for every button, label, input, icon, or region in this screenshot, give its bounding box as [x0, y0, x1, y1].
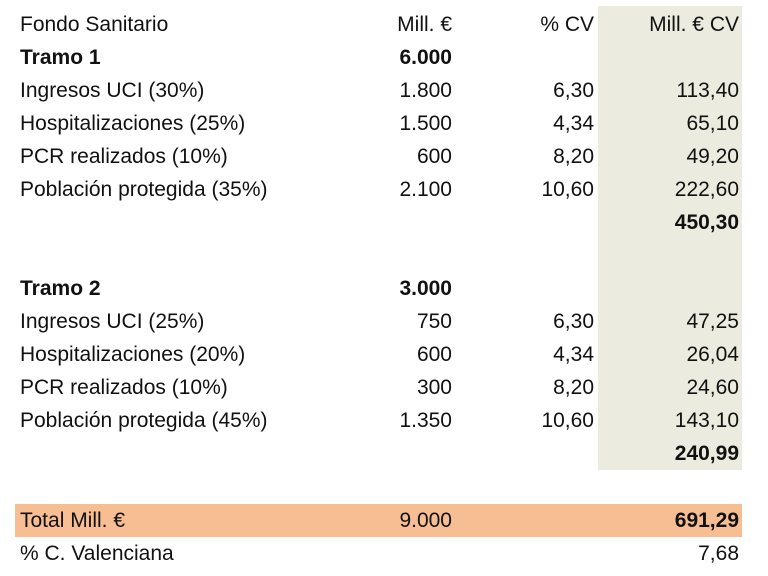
- row-mill-cv: 65,10: [686, 112, 739, 135]
- header-mill: Mill. €: [397, 13, 452, 36]
- tramo2-subtotal: 240,99: [674, 442, 739, 465]
- row-mill-cv: 49,20: [686, 145, 739, 168]
- row-label: Ingresos UCI (25%): [20, 310, 205, 333]
- table-row: Ingresos UCI (25%) 750 6,30 47,25: [0, 305, 768, 338]
- row-mill-cv: 143,10: [674, 409, 739, 432]
- table-row: Hospitalizaciones (20%) 600 4,34 26,04: [0, 338, 768, 371]
- row-mill: 300: [416, 376, 452, 399]
- row-pct-cv: 4,34: [553, 112, 594, 135]
- row-mill: 2.100: [399, 178, 452, 201]
- tramo1-subtotal: 450,30: [674, 211, 739, 234]
- row-mill: 1.800: [399, 79, 452, 102]
- tramo1-label: Tramo 1: [20, 46, 101, 69]
- row-mill: 1.350: [399, 409, 452, 432]
- header-mill-cv: Mill. € CV: [649, 13, 739, 36]
- tramo1-heading: Tramo 1 6.000: [0, 41, 768, 74]
- total-mill-cv: 691,29: [674, 509, 739, 532]
- row-mill: 1.500: [399, 112, 452, 135]
- row-label: PCR realizados (10%): [20, 376, 228, 399]
- row-pct-cv: 4,34: [553, 343, 594, 366]
- row-label: Población protegida (45%): [20, 409, 268, 432]
- row-pct-cv: 8,20: [553, 145, 594, 168]
- row-pct-cv: 8,20: [553, 376, 594, 399]
- row-pct-cv: 6,30: [553, 310, 594, 333]
- total-label: Total Mill. €: [20, 509, 126, 532]
- table-row: Ingresos UCI (30%) 1.800 6,30 113,40: [0, 74, 768, 107]
- tramo2-subtotal-row: 240,99: [0, 437, 768, 470]
- header-pct-cv: % CV: [540, 13, 594, 36]
- row-mill-cv: 222,60: [674, 178, 739, 201]
- pct-cv-row: % C. Valenciana 7,68: [0, 537, 768, 570]
- row-mill: 750: [416, 310, 452, 333]
- row-label: Ingresos UCI (30%): [20, 79, 205, 102]
- pct-cv-label: % C. Valenciana: [20, 542, 174, 565]
- row-mill-cv: 47,25: [686, 310, 739, 333]
- tramo1-subtotal-row: 450,30: [0, 206, 768, 239]
- total-row-highlight: [15, 504, 742, 537]
- table-row: PCR realizados (10%) 600 8,20 49,20: [0, 140, 768, 173]
- tramo2-heading: Tramo 2 3.000: [0, 272, 768, 305]
- cv-column-shade: [598, 6, 742, 470]
- total-row: Total Mill. € 9.000 691,29: [0, 504, 768, 537]
- header-row: Fondo Sanitario Mill. € % CV Mill. € CV: [0, 8, 768, 41]
- row-mill-cv: 26,04: [686, 343, 739, 366]
- tramo2-total: 3.000: [399, 277, 452, 300]
- row-label: Hospitalizaciones (25%): [20, 112, 246, 135]
- pct-cv-value: 7,68: [698, 542, 739, 565]
- row-pct-cv: 6,30: [553, 79, 594, 102]
- row-pct-cv: 10,60: [541, 178, 594, 201]
- row-pct-cv: 10,60: [541, 409, 594, 432]
- row-mill: 600: [416, 343, 452, 366]
- row-label: Hospitalizaciones (20%): [20, 343, 246, 366]
- table-row: Hospitalizaciones (25%) 1.500 4,34 65,10: [0, 107, 768, 140]
- row-mill-cv: 24,60: [686, 376, 739, 399]
- row-mill: 600: [416, 145, 452, 168]
- total-mill: 9.000: [399, 509, 452, 532]
- tramo1-total: 6.000: [399, 46, 452, 69]
- row-label: PCR realizados (10%): [20, 145, 228, 168]
- header-label: Fondo Sanitario: [20, 13, 169, 36]
- table-row: Población protegida (45%) 1.350 10,60 14…: [0, 404, 768, 437]
- table-row: Población protegida (35%) 2.100 10,60 22…: [0, 173, 768, 206]
- row-mill-cv: 113,40: [676, 79, 739, 102]
- tramo2-label: Tramo 2: [20, 277, 101, 300]
- table-row: PCR realizados (10%) 300 8,20 24,60: [0, 371, 768, 404]
- row-label: Población protegida (35%): [20, 178, 268, 201]
